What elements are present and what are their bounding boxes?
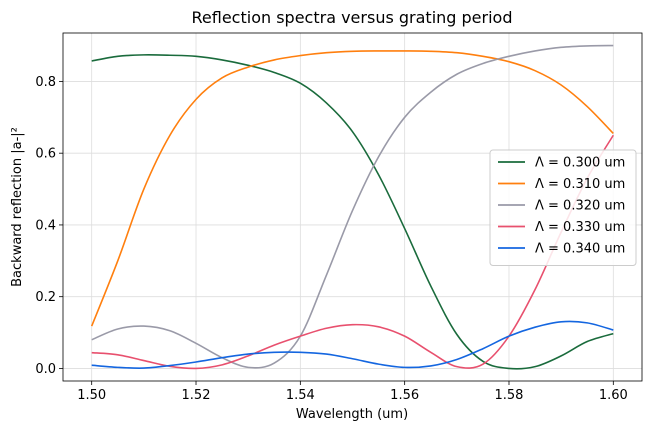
x-tick-label: 1.58	[495, 388, 524, 403]
x-tick-label: 1.54	[286, 388, 315, 403]
x-tick-label: 1.60	[599, 388, 628, 403]
legend-label-4: Λ = 0.340 um	[535, 242, 625, 257]
y-axis-title: Backward reflection |a-|²	[10, 127, 25, 287]
x-tick-label: 1.52	[182, 388, 211, 403]
chart-title: Reflection spectra versus grating period	[192, 8, 513, 27]
series-line-0	[91, 54, 614, 370]
series-lines	[90, 44, 614, 370]
y-tick-label: 0.4	[35, 218, 56, 233]
y-tick-label: 0.2	[35, 290, 56, 305]
legend-label-0: Λ = 0.300 um	[535, 156, 625, 171]
series-line-3	[91, 134, 614, 370]
legend-label-2: Λ = 0.320 um	[535, 199, 625, 214]
legend: Λ = 0.300 um Λ = 0.310 um Λ = 0.320 um Λ = …	[489, 149, 637, 266]
plot-frame	[62, 32, 643, 382]
x-axis-title: Wavelength (um)	[296, 407, 408, 422]
y-tick-label: 0.0	[35, 362, 56, 377]
legend-label-3: Λ = 0.330 um	[535, 220, 625, 235]
legend-box	[489, 149, 637, 266]
y-tick-label: 0.6	[35, 147, 56, 162]
legend-label-1: Λ = 0.310 um	[535, 177, 625, 192]
y-tick-label: 0.8	[35, 75, 56, 90]
x-tick-label: 1.50	[77, 388, 106, 403]
series-line-4	[91, 320, 614, 369]
series-line-1	[90, 50, 614, 327]
axis-ticks: 1.50 1.52 1.54 1.56 1.58 1.60 0.0 0.2 0.4 0.6 0.8	[35, 75, 627, 403]
x-tick-label: 1.56	[390, 388, 419, 403]
series-line-2	[91, 44, 614, 369]
